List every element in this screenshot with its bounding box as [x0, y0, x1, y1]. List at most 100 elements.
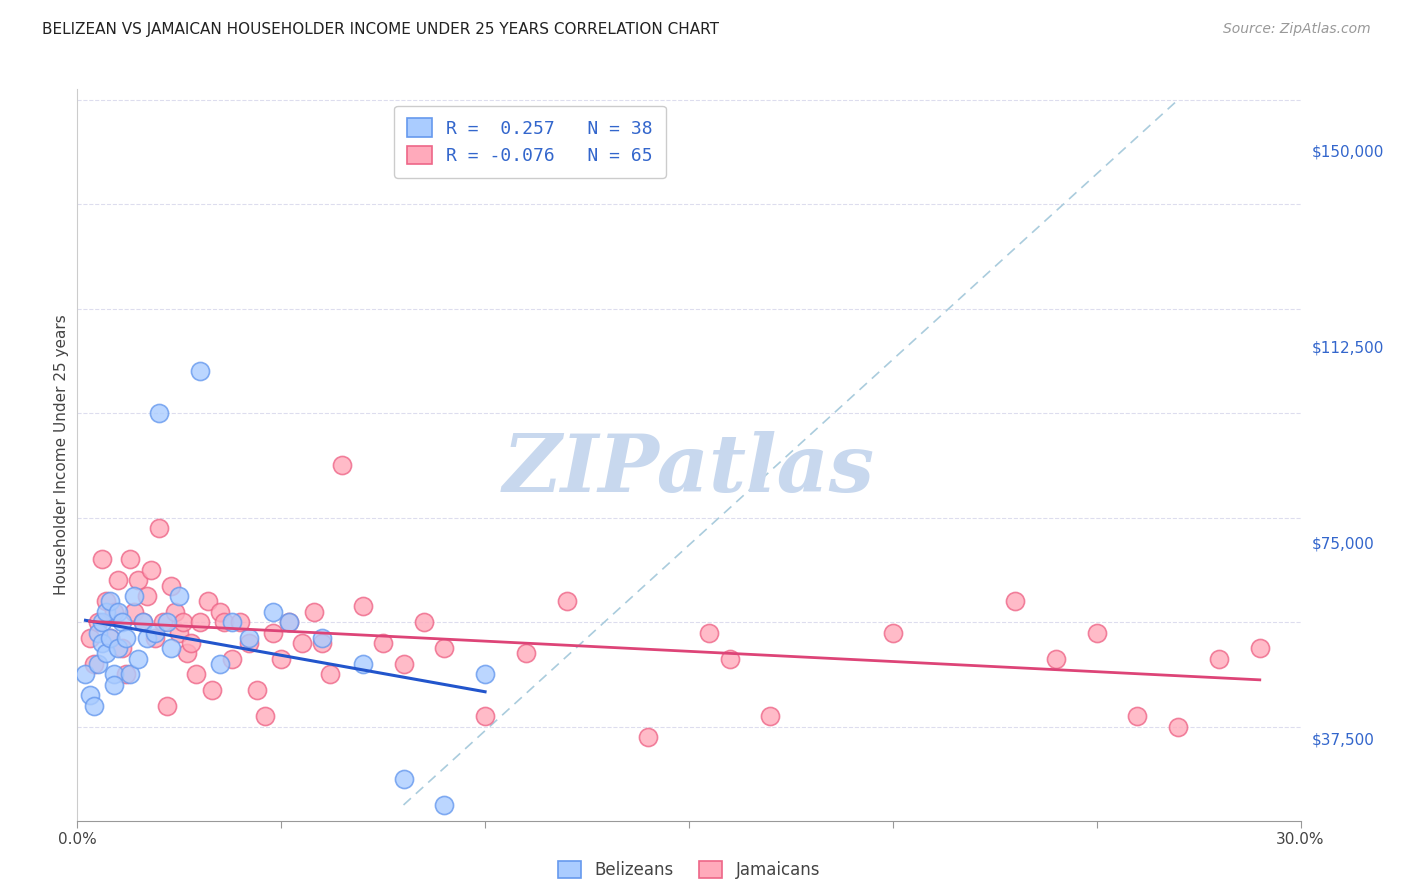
Point	[148, 406, 170, 420]
Point	[180, 636, 202, 650]
Point	[433, 641, 456, 656]
Point	[90, 615, 112, 629]
Point	[278, 615, 301, 629]
Point	[1045, 651, 1067, 665]
Point	[238, 631, 260, 645]
Point	[555, 594, 578, 608]
Point	[278, 615, 301, 629]
Point	[135, 589, 157, 603]
Point	[413, 615, 436, 629]
Point	[120, 552, 142, 566]
Point	[176, 647, 198, 661]
Point	[160, 578, 183, 592]
Point	[94, 594, 117, 608]
Point	[474, 709, 496, 723]
Point	[107, 641, 129, 656]
Point	[79, 631, 101, 645]
Point	[156, 615, 179, 629]
Point	[1085, 625, 1108, 640]
Point	[1126, 709, 1149, 723]
Point	[98, 631, 121, 645]
Point	[124, 589, 146, 603]
Point	[98, 631, 121, 645]
Point	[221, 651, 243, 665]
Point	[262, 625, 284, 640]
Point	[221, 615, 243, 629]
Point	[111, 641, 134, 656]
Point	[75, 667, 97, 681]
Point	[94, 605, 117, 619]
Point	[392, 657, 415, 671]
Point	[474, 667, 496, 681]
Point	[197, 594, 219, 608]
Point	[169, 625, 191, 640]
Point	[90, 636, 112, 650]
Point	[172, 615, 194, 629]
Point	[352, 657, 374, 671]
Point	[201, 683, 224, 698]
Point	[208, 657, 231, 671]
Text: $75,000: $75,000	[1312, 536, 1375, 551]
Point	[332, 458, 354, 473]
Point	[120, 667, 142, 681]
Point	[165, 605, 187, 619]
Point	[143, 625, 166, 640]
Point	[759, 709, 782, 723]
Text: $112,500: $112,500	[1312, 341, 1384, 355]
Point	[699, 625, 721, 640]
Point	[270, 651, 292, 665]
Point	[98, 594, 121, 608]
Point	[208, 605, 231, 619]
Point	[115, 667, 138, 681]
Point	[124, 605, 146, 619]
Point	[311, 631, 333, 645]
Point	[87, 657, 110, 671]
Point	[79, 688, 101, 702]
Point	[152, 615, 174, 629]
Point	[90, 552, 112, 566]
Point	[1004, 594, 1026, 608]
Point	[143, 631, 166, 645]
Point	[148, 521, 170, 535]
Point	[229, 615, 252, 629]
Point	[212, 615, 235, 629]
Point	[718, 651, 741, 665]
Point	[238, 636, 260, 650]
Point	[139, 563, 162, 577]
Point	[83, 657, 105, 671]
Point	[107, 605, 129, 619]
Point	[103, 605, 125, 619]
Point	[1208, 651, 1230, 665]
Point	[1249, 641, 1271, 656]
Point	[131, 615, 153, 629]
Point	[103, 667, 125, 681]
Point	[290, 636, 312, 650]
Point	[371, 636, 394, 650]
Text: $150,000: $150,000	[1312, 145, 1384, 160]
Point	[319, 667, 342, 681]
Point	[135, 631, 157, 645]
Point	[111, 615, 134, 629]
Legend: Belizeans, Jamaicans: Belizeans, Jamaicans	[551, 854, 827, 886]
Point	[188, 364, 211, 378]
Point	[156, 698, 179, 713]
Point	[103, 678, 125, 692]
Text: $37,500: $37,500	[1312, 732, 1375, 747]
Point	[83, 698, 105, 713]
Point	[302, 605, 325, 619]
Point	[515, 647, 537, 661]
Text: BELIZEAN VS JAMAICAN HOUSEHOLDER INCOME UNDER 25 YEARS CORRELATION CHART: BELIZEAN VS JAMAICAN HOUSEHOLDER INCOME …	[42, 22, 720, 37]
Point	[169, 589, 191, 603]
Point	[637, 730, 659, 744]
Point	[87, 615, 110, 629]
Point	[127, 651, 149, 665]
Point	[392, 772, 415, 786]
Point	[311, 636, 333, 650]
Point	[246, 683, 269, 698]
Text: ZIPatlas: ZIPatlas	[503, 431, 875, 508]
Point	[253, 709, 276, 723]
Point	[433, 797, 456, 812]
Point	[262, 605, 284, 619]
Point	[1167, 720, 1189, 734]
Point	[131, 615, 153, 629]
